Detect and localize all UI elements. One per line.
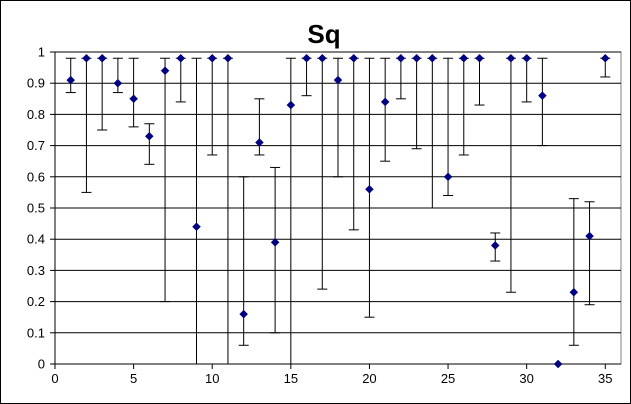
- x-tick-label-4: 20: [362, 371, 376, 386]
- y-tick-label-0: 0: [38, 357, 45, 372]
- data-point-19: [349, 53, 359, 63]
- data-point-5: [129, 94, 138, 104]
- y-tick-label-10: 1: [38, 45, 45, 60]
- y-tick-label-4: 0.4: [27, 232, 45, 247]
- y-axis-ticks: 0 0.1 0.2 0.3 0.4 0.5 0.6 0.7 0.8 0.9 1: [27, 45, 55, 372]
- y-tick-label-6: 0.6: [27, 169, 45, 184]
- data-point-22: [396, 53, 406, 63]
- y-tick-label-1: 0.1: [27, 325, 45, 340]
- y-tick-label-7: 0.7: [27, 138, 45, 153]
- data-point-6: [144, 131, 154, 141]
- data-point-30: [522, 53, 532, 63]
- x-tick-label-5: 25: [441, 371, 455, 386]
- data-points: [66, 53, 610, 369]
- data-point-15: [286, 100, 296, 110]
- data-point-16: [302, 53, 311, 63]
- y-tick-label-8: 0.8: [27, 107, 45, 122]
- data-point-17: [317, 53, 327, 63]
- data-point-21: [380, 97, 390, 107]
- x-tick-label-2: 10: [205, 371, 219, 386]
- x-tick-label-3: 15: [284, 371, 298, 386]
- data-point-10: [207, 53, 217, 63]
- data-point-4: [113, 78, 123, 88]
- data-point-35: [600, 53, 610, 63]
- data-point-28: [490, 241, 500, 250]
- data-point-25: [443, 172, 453, 182]
- chart-title: Sq: [307, 19, 340, 49]
- data-point-32: [553, 359, 563, 369]
- data-point-31: [538, 91, 547, 101]
- data-point-34: [585, 231, 594, 241]
- y-tick-label-3: 0.3: [27, 263, 45, 278]
- x-axis-ticks: 0 5 10 15 20 25 30 35: [51, 364, 613, 386]
- y-tick-label-9: 0.9: [27, 76, 45, 91]
- data-point-18: [333, 75, 343, 85]
- data-point-23: [412, 53, 421, 63]
- data-point-7: [160, 66, 170, 76]
- data-point-3: [97, 53, 107, 63]
- data-point-24: [427, 53, 437, 63]
- x-tick-label-6: 30: [519, 371, 533, 386]
- data-point-13: [255, 138, 264, 147]
- x-tick-label-7: 35: [598, 371, 612, 386]
- data-point-9: [192, 222, 201, 232]
- y-tick-label-5: 0.5: [27, 201, 45, 216]
- data-point-12: [239, 309, 249, 319]
- data-point-27: [475, 53, 484, 63]
- x-tick-label-0: 0: [51, 371, 58, 386]
- data-point-2: [82, 53, 91, 63]
- x-tick-label-1: 5: [130, 371, 137, 386]
- data-point-26: [459, 53, 469, 63]
- y-tick-label-2: 0.2: [27, 294, 45, 309]
- data-point-29: [506, 53, 516, 63]
- data-point-8: [176, 53, 186, 63]
- data-point-20: [365, 184, 374, 194]
- data-point-1: [66, 75, 76, 85]
- data-point-14: [270, 237, 280, 247]
- data-point-11: [223, 53, 233, 63]
- data-point-33: [569, 287, 579, 297]
